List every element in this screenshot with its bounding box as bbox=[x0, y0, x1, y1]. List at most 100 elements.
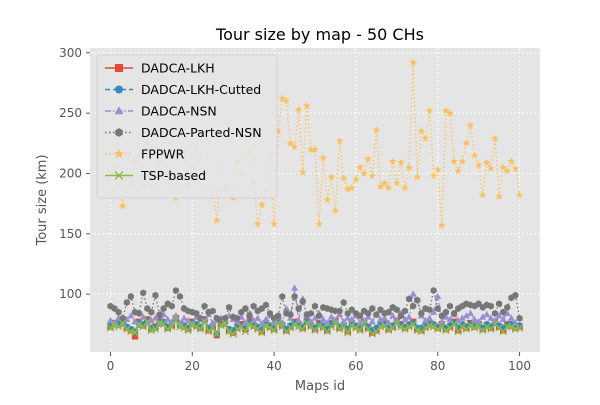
series-line bbox=[110, 287, 521, 327]
data-point bbox=[213, 330, 221, 338]
data-point bbox=[335, 325, 344, 333]
legend-marker bbox=[114, 106, 124, 115]
data-point bbox=[356, 326, 364, 334]
data-point bbox=[430, 286, 437, 294]
data-point bbox=[369, 305, 376, 313]
data-point bbox=[226, 303, 233, 311]
data-point bbox=[221, 314, 229, 322]
data-point bbox=[209, 319, 217, 326]
data-point bbox=[311, 145, 319, 153]
data-point bbox=[499, 163, 508, 171]
data-point bbox=[507, 314, 515, 321]
data-point bbox=[376, 182, 385, 191]
data-point bbox=[348, 315, 356, 322]
data-point bbox=[180, 324, 188, 332]
series-5 bbox=[106, 316, 524, 338]
data-point bbox=[294, 322, 303, 331]
data-point bbox=[466, 321, 475, 330]
data-point bbox=[339, 174, 348, 182]
data-point bbox=[405, 322, 413, 331]
data-point bbox=[507, 157, 516, 165]
data-point bbox=[471, 315, 479, 322]
data-point bbox=[217, 321, 225, 330]
data-point bbox=[385, 308, 392, 316]
y-tick-label: 250 bbox=[59, 106, 82, 120]
data-point bbox=[151, 314, 159, 321]
data-point bbox=[212, 216, 221, 224]
data-point bbox=[483, 322, 491, 331]
data-point bbox=[466, 309, 474, 316]
data-point bbox=[119, 319, 127, 327]
data-point bbox=[151, 325, 160, 333]
data-point bbox=[119, 314, 126, 322]
data-point bbox=[291, 292, 298, 301]
series-layer bbox=[106, 58, 524, 340]
data-point bbox=[344, 314, 352, 321]
legend-label: TSP-based bbox=[140, 168, 206, 183]
data-point bbox=[176, 322, 184, 331]
data-point bbox=[123, 325, 131, 333]
legend: DADCA-LKH DADCA-LKH-Cutted DADCA-NSN DADCA-… bbox=[96, 54, 278, 199]
data-point bbox=[249, 322, 258, 331]
data-point bbox=[393, 306, 400, 314]
data-point bbox=[164, 325, 172, 333]
data-point bbox=[262, 315, 270, 322]
x-tick-label: 60 bbox=[348, 359, 363, 373]
data-point bbox=[388, 157, 397, 165]
data-point bbox=[192, 322, 201, 331]
data-point bbox=[425, 106, 434, 115]
data-point bbox=[258, 329, 266, 337]
data-point bbox=[323, 195, 332, 204]
data-point bbox=[470, 151, 479, 159]
data-point bbox=[306, 145, 315, 153]
data-point bbox=[507, 322, 516, 331]
data-point bbox=[454, 166, 463, 175]
data-point bbox=[451, 309, 458, 317]
data-point bbox=[401, 315, 409, 322]
data-point bbox=[409, 290, 417, 297]
data-point bbox=[413, 172, 422, 181]
grid-lines bbox=[90, 48, 540, 352]
data-point bbox=[352, 324, 360, 332]
data-point bbox=[168, 302, 175, 310]
data-point bbox=[131, 329, 139, 337]
data-point bbox=[409, 320, 417, 328]
data-point bbox=[257, 200, 266, 209]
legend-label: DADCA-NSN bbox=[141, 104, 217, 119]
chart-title: Tour size by map - 50 CHs bbox=[215, 25, 424, 44]
legend-marker bbox=[114, 171, 124, 180]
legend-item: DADCA-NSN bbox=[105, 104, 217, 119]
data-point bbox=[466, 121, 475, 129]
data-point bbox=[458, 314, 466, 321]
data-point bbox=[446, 108, 454, 117]
data-point bbox=[503, 166, 512, 175]
data-point bbox=[405, 163, 414, 171]
data-point bbox=[491, 309, 499, 317]
data-point bbox=[397, 322, 405, 331]
data-point bbox=[426, 306, 433, 314]
data-point bbox=[495, 192, 504, 200]
legend-marker bbox=[114, 148, 124, 159]
data-point bbox=[446, 315, 454, 322]
data-point bbox=[286, 139, 295, 147]
data-point bbox=[307, 318, 315, 325]
data-point bbox=[360, 169, 369, 177]
data-point bbox=[344, 329, 352, 337]
legend-label: DADCA-LKH-Cutted bbox=[141, 82, 261, 97]
data-point bbox=[135, 320, 143, 328]
data-point bbox=[347, 183, 356, 192]
data-point bbox=[405, 313, 413, 320]
data-point bbox=[339, 322, 348, 331]
data-point bbox=[421, 134, 430, 142]
data-point bbox=[335, 136, 344, 145]
data-point bbox=[406, 295, 413, 303]
data-point bbox=[351, 175, 360, 183]
data-point bbox=[287, 311, 294, 319]
data-point bbox=[384, 326, 393, 334]
data-point bbox=[421, 324, 430, 332]
data-point bbox=[291, 284, 299, 291]
data-point bbox=[176, 292, 184, 301]
data-point bbox=[118, 201, 127, 210]
data-point bbox=[106, 324, 115, 332]
data-point bbox=[401, 307, 409, 315]
